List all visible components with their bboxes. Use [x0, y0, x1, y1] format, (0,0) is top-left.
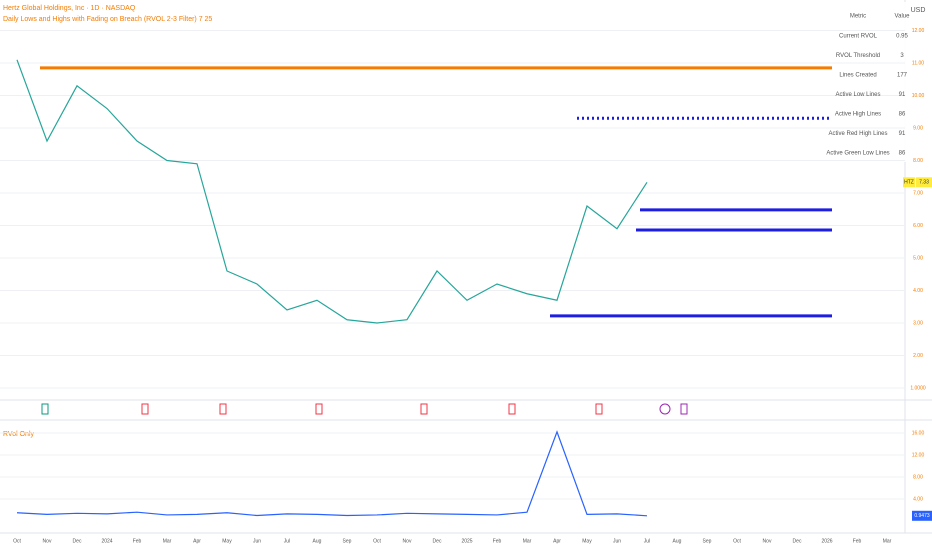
x-tick-label: Oct — [13, 538, 21, 544]
x-tick-label: Apr — [553, 538, 561, 544]
y-tick-label: 1.0000 — [910, 385, 926, 391]
x-tick-label: Aug — [313, 538, 322, 544]
table-cell: RVOL Threshold — [836, 53, 880, 59]
event-markers — [41, 403, 688, 415]
x-tick-label: Aug — [673, 538, 682, 544]
x-tick-label: Jun — [253, 538, 261, 544]
y-tick-label: 7.00 — [913, 190, 923, 196]
x-tick-label: Mar — [163, 538, 172, 544]
x-tick-label: Nov — [43, 538, 52, 544]
x-tick-label: Dec — [793, 538, 802, 544]
rvol-line — [16, 430, 648, 517]
y-tick-label: 3.00 — [913, 320, 923, 326]
y-tick-label: 8.00 — [913, 158, 923, 164]
table-header: Value — [895, 14, 911, 20]
x-tick-label: May — [582, 538, 592, 544]
table-header: Metric — [850, 14, 866, 20]
table-cell: 91 — [899, 131, 906, 137]
x-tick-label: Feb — [133, 538, 142, 544]
x-tick-label: Feb — [853, 538, 862, 544]
x-tick-label: Jul — [644, 538, 650, 544]
y-tick-label: 6.00 — [913, 223, 923, 229]
x-tick-label: Oct — [373, 538, 381, 544]
y-tick-label: 5.00 — [913, 255, 923, 261]
y-tick-label: 10.00 — [912, 93, 925, 99]
y-tick-label: 12.00 — [912, 452, 925, 458]
x-tick-label: 2024 — [101, 538, 112, 544]
y-tick-label: 12.00 — [912, 28, 925, 34]
last-value-label: 0.9473 — [914, 513, 930, 519]
table-cell: Active High Lines — [835, 112, 881, 118]
table-cell: 3 — [900, 53, 904, 59]
last-value-badge — [912, 510, 932, 521]
stats-table — [830, 2, 908, 162]
x-tick-label: 2026 — [821, 538, 832, 544]
table-cell: 86 — [899, 151, 906, 157]
table-cell: 91 — [899, 92, 906, 98]
table-cell: 86 — [899, 112, 906, 118]
table-cell: Current RVOL — [839, 34, 878, 40]
event-icon — [41, 403, 49, 415]
table-cell: 177 — [897, 73, 908, 79]
symbol-label: HTZ — [904, 180, 914, 186]
x-tick-label: Mar — [883, 538, 892, 544]
y-tick-label: 4.00 — [913, 288, 923, 294]
x-tick-label: Feb — [493, 538, 502, 544]
event-icon — [508, 403, 516, 415]
indicator-title: Daily Lows and Highs with Fading on Brea… — [3, 16, 212, 23]
event-icon — [315, 403, 323, 415]
event-icon — [141, 403, 149, 415]
x-tick-label: Oct — [733, 538, 741, 544]
x-tick-label: Jun — [613, 538, 621, 544]
symbol-title: Hertz Global Holdings, Inc · 1D · NASDAQ — [3, 5, 136, 12]
x-tick-label: Nov — [403, 538, 412, 544]
y-tick-label: 16.00 — [912, 430, 925, 436]
x-tick-label: May — [222, 538, 232, 544]
event-icon — [420, 403, 428, 415]
y-tick-label: 9.00 — [913, 125, 923, 131]
x-tick-label: 2025 — [461, 538, 472, 544]
table-cell: Active Green Low Lines — [826, 151, 889, 157]
y-tick-label: 2.00 — [913, 353, 923, 359]
price-line — [16, 59, 648, 324]
x-tick-label: Mar — [523, 538, 532, 544]
event-icon — [595, 403, 603, 415]
table-cell: Active Low Lines — [835, 92, 880, 98]
x-tick-label: Dec — [433, 538, 442, 544]
x-tick-label: Sep — [343, 538, 352, 544]
y-tick-label: 11.00 — [912, 60, 924, 66]
table-cell: Active Red High Lines — [828, 131, 887, 137]
y-tick-label: 8.00 — [913, 474, 923, 480]
currency: USD — [911, 7, 926, 14]
last-value-badge — [916, 177, 932, 188]
event-icon — [219, 403, 227, 415]
x-tick-label: Nov — [763, 538, 772, 544]
pane-title: RVol Only — [3, 431, 34, 438]
x-tick-label: Sep — [703, 538, 712, 544]
last-value-label: 7.33 — [919, 180, 929, 186]
event-icon — [659, 403, 671, 415]
x-tick-label: Dec — [73, 538, 82, 544]
x-tick-label: Jul — [284, 538, 290, 544]
table-cell: Lines Created — [839, 73, 876, 79]
table-cell: 0.95 — [896, 34, 908, 40]
y-tick-label: 4.00 — [913, 496, 923, 502]
event-icon — [680, 403, 688, 415]
symbol-badge — [903, 177, 915, 188]
x-tick-label: Apr — [193, 538, 201, 544]
